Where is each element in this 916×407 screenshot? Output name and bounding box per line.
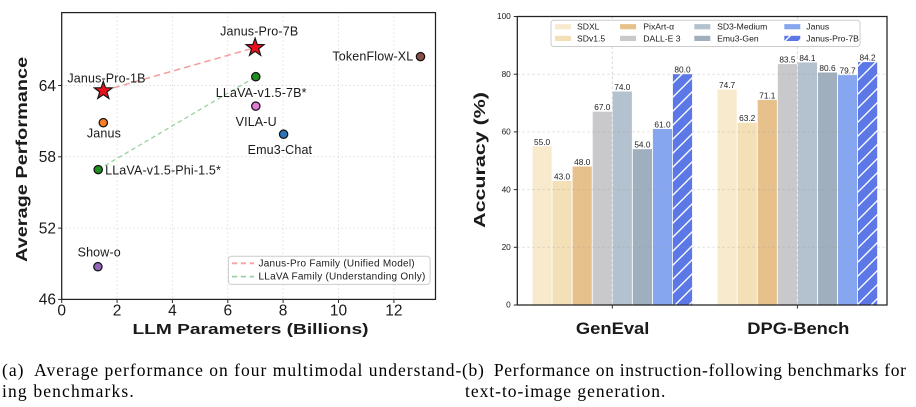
- svg-text:text-to-image generation.: text-to-image generation.: [465, 381, 666, 401]
- svg-text:67.0: 67.0: [594, 102, 611, 112]
- svg-text:0: 0: [57, 302, 66, 319]
- svg-text:PixArt-α: PixArt-α: [643, 22, 674, 32]
- svg-text:LLaVA-v1.5-7B*: LLaVA-v1.5-7B*: [216, 86, 307, 100]
- svg-text:Janus-Pro-7B: Janus-Pro-7B: [220, 25, 298, 39]
- svg-text:64: 64: [39, 78, 57, 95]
- svg-text:84.1: 84.1: [799, 53, 816, 63]
- svg-text:Show-o: Show-o: [78, 246, 121, 260]
- svg-text:80.0: 80.0: [674, 65, 691, 75]
- svg-text:40: 40: [502, 184, 512, 194]
- svg-text:Accuracy (%): Accuracy (%): [471, 92, 489, 228]
- svg-text:Average Performance: Average Performance: [13, 57, 31, 262]
- svg-text:4: 4: [168, 302, 177, 319]
- svg-text:DALL-E 3: DALL-E 3: [643, 33, 680, 43]
- svg-text:LLaVA-v1.5-Phi-1.5*: LLaVA-v1.5-Phi-1.5*: [105, 164, 221, 178]
- svg-text:LLM Parameters (Billions): LLM Parameters (Billions): [132, 320, 368, 337]
- svg-text:Janus: Janus: [806, 22, 829, 32]
- svg-text:10: 10: [330, 302, 348, 319]
- svg-text:20: 20: [502, 242, 512, 252]
- svg-text:(a) Average performance on fou: (a) Average performance on four multimod…: [2, 360, 462, 380]
- svg-text:8: 8: [279, 302, 288, 319]
- svg-text:48.0: 48.0: [574, 157, 591, 167]
- svg-text:80: 80: [502, 69, 512, 79]
- svg-text:Janus-Pro-1B: Janus-Pro-1B: [67, 72, 145, 86]
- svg-text:71.1: 71.1: [759, 90, 776, 100]
- svg-text:ing benchmarks.: ing benchmarks.: [2, 381, 135, 401]
- svg-text:Emu3-Gen: Emu3-Gen: [717, 33, 759, 43]
- svg-text:79.7: 79.7: [840, 66, 857, 76]
- svg-text:80.6: 80.6: [819, 63, 836, 73]
- svg-text:Emu3-Chat: Emu3-Chat: [248, 143, 313, 157]
- svg-text:61.0: 61.0: [654, 120, 671, 130]
- svg-text:GenEval: GenEval: [576, 319, 649, 338]
- svg-text:55.0: 55.0: [534, 137, 551, 147]
- svg-text:LLaVA Family (Understanding On: LLaVA Family (Understanding Only): [259, 272, 426, 283]
- svg-text:58: 58: [39, 149, 56, 166]
- svg-text:43.0: 43.0: [554, 171, 571, 181]
- svg-text:63.2: 63.2: [739, 113, 756, 123]
- svg-text:52: 52: [39, 220, 56, 237]
- svg-text:VILA-U: VILA-U: [236, 115, 277, 129]
- svg-text:Janus-Pro-7B: Janus-Pro-7B: [806, 33, 859, 43]
- svg-text:SDv1.5: SDv1.5: [577, 33, 605, 43]
- svg-text:2: 2: [113, 302, 122, 319]
- svg-text:12: 12: [385, 302, 402, 319]
- svg-text:Janus: Janus: [87, 126, 121, 140]
- svg-text:DPG-Bench: DPG-Bench: [747, 319, 849, 338]
- svg-text:83.5: 83.5: [779, 55, 796, 65]
- svg-text:74.0: 74.0: [614, 82, 631, 92]
- svg-text:TokenFlow-XL: TokenFlow-XL: [332, 50, 413, 64]
- svg-text:100: 100: [497, 11, 511, 21]
- svg-text:SD3-Medium: SD3-Medium: [717, 22, 767, 32]
- svg-text:(b) Performance on instruction: (b) Performance on instruction-following…: [462, 360, 907, 380]
- svg-text:54.0: 54.0: [634, 140, 651, 150]
- svg-text:SDXL: SDXL: [577, 22, 600, 32]
- svg-text:60: 60: [502, 127, 512, 137]
- svg-text:74.7: 74.7: [719, 80, 736, 90]
- svg-text:Janus-Pro Family (Unified Mode: Janus-Pro Family (Unified Model): [259, 258, 415, 269]
- svg-text:84.2: 84.2: [860, 53, 877, 63]
- svg-text:0: 0: [506, 300, 511, 310]
- svg-text:46: 46: [39, 292, 56, 309]
- svg-text:6: 6: [223, 302, 232, 319]
